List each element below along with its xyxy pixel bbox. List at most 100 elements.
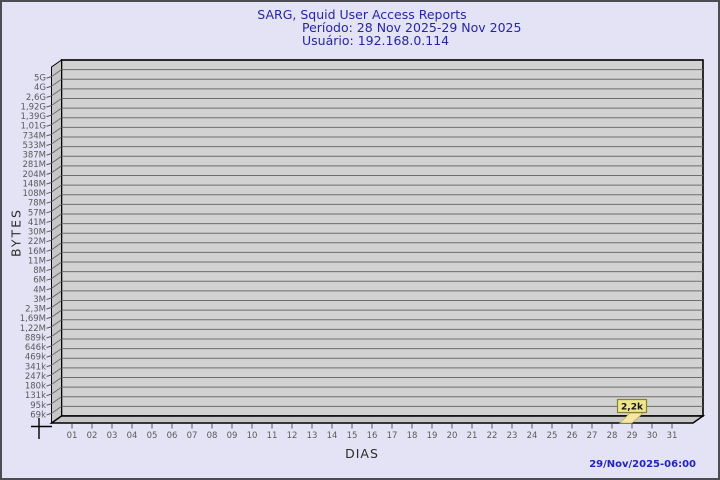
y-tick-label: 3M: [33, 295, 46, 305]
y-tick-mark: [46, 210, 52, 214]
wall-depth-line: [51, 357, 62, 366]
y-tick-label: 69k: [30, 410, 46, 420]
y-tick-label: 16M: [28, 247, 46, 257]
wall-depth-line: [51, 261, 62, 270]
x-tick-label: 17: [387, 431, 398, 441]
wall-depth-line: [51, 98, 62, 106]
y-tick-mark: [46, 316, 52, 320]
generation-timestamp: 29/Nov/2025-06:00: [589, 459, 696, 470]
wall-depth-line: [51, 280, 62, 289]
y-tick-label: 22M: [28, 237, 46, 247]
y-tick-label: 78M: [28, 199, 46, 209]
wall-depth-line: [51, 107, 62, 116]
x-tick-label: 05: [147, 431, 158, 441]
y-tick-label: 57M: [28, 208, 46, 218]
wall-depth-line: [51, 377, 62, 385]
wall-depth-line: [51, 367, 62, 376]
x-tick-label: 01: [67, 431, 78, 441]
y-tick-label: 469k: [25, 353, 46, 363]
y-tick-mark: [46, 326, 52, 329]
y-tick-label: 30M: [28, 228, 46, 238]
y-tick-label: 108M: [22, 189, 46, 199]
value-flag-box: [616, 398, 648, 414]
x-tick-label: 16: [367, 431, 378, 441]
y-tick-label: 1,01G: [20, 122, 46, 132]
y-tick-label: 204M: [22, 170, 46, 180]
y-tick-label: 281M: [22, 160, 46, 170]
y-tick-mark: [46, 307, 52, 310]
wall-depth-line: [51, 309, 62, 318]
y-axis-title: BYTES: [8, 208, 24, 257]
x-tick-label: 23: [507, 431, 518, 441]
x-tick-label: 13: [307, 431, 318, 441]
chart-subtitle-user: Usuário: 192.168.0.114: [302, 33, 450, 48]
x-tick-label: 02: [87, 431, 98, 441]
y-tick-label: 1,39G: [20, 112, 46, 122]
y-tick-mark: [46, 76, 52, 79]
x-tick-label: 14: [327, 431, 338, 441]
chart-subtitle-period: Período: 28 Nov 2025-29 Nov 2025: [302, 20, 522, 35]
y-tick-label: 4G: [34, 83, 46, 93]
y-tick-mark: [46, 191, 52, 195]
wall-depth-line: [51, 155, 62, 164]
y-tick-mark: [46, 239, 52, 243]
wall-depth-line: [51, 136, 62, 145]
x-tick-label: 12: [287, 431, 298, 441]
x-tick-label: 31: [667, 431, 678, 441]
x-tick-label: 03: [107, 431, 118, 441]
value-flag-label: 2,2k: [621, 403, 644, 413]
plot-back-face: [60, 59, 704, 417]
wall-depth-line: [51, 184, 62, 193]
y-tick-label: 646k: [25, 343, 46, 353]
y-tick-mark: [46, 393, 52, 397]
x-tick-label: 19: [427, 431, 438, 441]
wall-depth-line: [51, 290, 62, 299]
x-tick-label: 18: [407, 431, 418, 441]
y-tick-label: 180k: [25, 382, 46, 392]
y-tick-label: 1,22M: [20, 324, 46, 334]
y-tick-label: 41M: [28, 218, 46, 228]
wall-depth-line: [51, 271, 62, 280]
y-tick-mark: [46, 133, 52, 137]
y-tick-label: 11M: [28, 256, 46, 266]
plot-floor: [49, 415, 706, 424]
wall-depth-line: [51, 165, 62, 174]
wall-depth-line: [51, 300, 62, 308]
wall-depth-line: [51, 319, 62, 328]
y-tick-label: 387M: [22, 151, 46, 161]
x-tick-label: 04: [127, 431, 138, 441]
x-tick-label: 21: [467, 431, 478, 441]
y-tick-mark: [46, 181, 52, 185]
y-tick-label: 247k: [25, 372, 46, 382]
wall-depth-line: [51, 348, 62, 357]
y-tick-label: 2,3M: [25, 305, 46, 315]
x-tick-label: 15: [347, 431, 358, 441]
wall-depth-line: [51, 328, 62, 337]
y-tick-label: 1,69M: [20, 314, 46, 324]
x-axis-title: DIAS: [345, 446, 379, 461]
y-tick-mark: [46, 374, 52, 377]
x-tick-label: 22: [487, 431, 498, 441]
y-tick-label: 8M: [33, 266, 46, 276]
y-tick-label: 734M: [22, 131, 46, 141]
chart-title: SARG, Squid User Access Reports: [257, 7, 467, 22]
y-tick-mark: [46, 258, 52, 262]
y-tick-label: 1,92G: [20, 102, 46, 112]
y-tick-mark: [46, 153, 52, 156]
y-tick-label: 148M: [22, 179, 46, 189]
y-tick-mark: [46, 220, 52, 223]
y-tick-label: 4M: [33, 285, 46, 295]
y-tick-mark: [46, 355, 52, 358]
y-tick-mark: [46, 143, 52, 146]
wall-depth-line: [51, 242, 62, 251]
y-tick-label: 341k: [25, 362, 46, 372]
wall-depth-line: [51, 175, 62, 183]
y-tick-mark: [46, 85, 52, 89]
x-tick-label: 29: [627, 431, 638, 441]
x-tick-label: 11: [267, 431, 278, 441]
x-tick-label: 07: [187, 431, 198, 441]
x-tick-label: 30: [647, 431, 658, 441]
wall-depth-line: [51, 117, 62, 126]
